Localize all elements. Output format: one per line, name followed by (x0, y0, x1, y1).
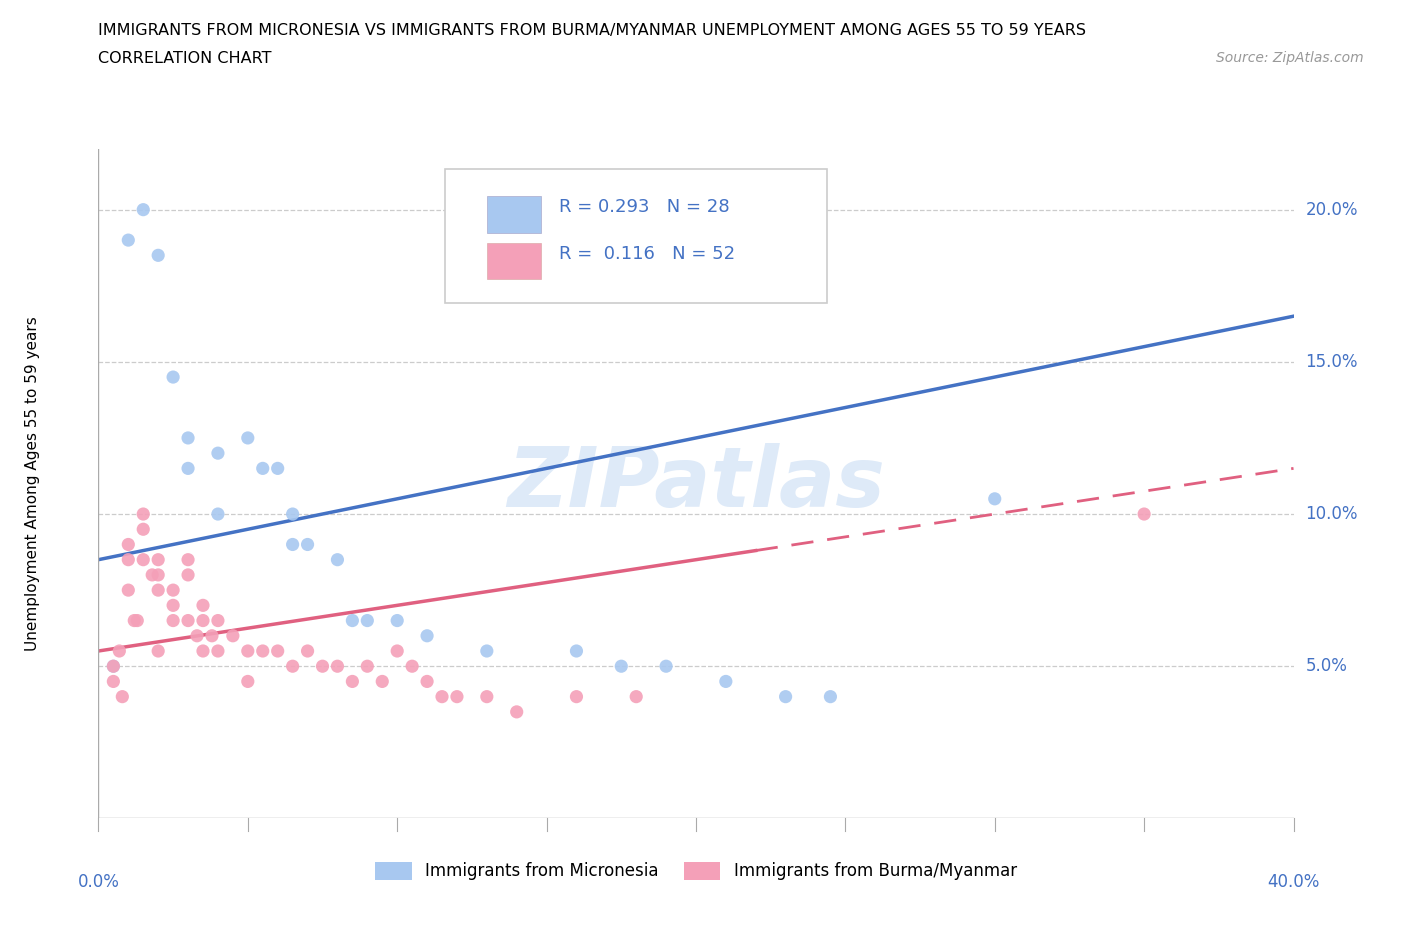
Text: Unemployment Among Ages 55 to 59 years: Unemployment Among Ages 55 to 59 years (25, 316, 41, 651)
Point (610, 658, 633, 673)
Point (775, 689, 797, 704)
Point (201, 629, 224, 644)
Point (714, 674, 737, 689)
FancyBboxPatch shape (444, 169, 827, 303)
Point (191, 644, 214, 658)
Legend: Immigrants from Micronesia, Immigrants from Burma/Myanmar: Immigrants from Micronesia, Immigrants f… (368, 855, 1024, 887)
Point (103, 658, 125, 673)
Point (177, 461, 200, 476)
Text: 15.0%: 15.0% (1305, 352, 1358, 371)
Point (475, 689, 498, 704)
Point (148, 567, 170, 582)
Point (162, 613, 184, 628)
Point (281, 658, 304, 673)
Point (162, 598, 184, 613)
Point (207, 613, 229, 628)
Point (186, 629, 208, 644)
Point (111, 689, 134, 704)
Point (385, 644, 409, 658)
Point (624, 689, 647, 704)
Point (475, 644, 498, 658)
Text: 20.0%: 20.0% (1305, 201, 1358, 219)
Point (297, 644, 319, 658)
Point (446, 689, 468, 704)
Point (191, 613, 214, 628)
Point (506, 704, 529, 719)
Point (267, 644, 290, 658)
Point (162, 583, 184, 598)
Point (655, 658, 678, 673)
Point (342, 674, 364, 689)
Point (326, 552, 349, 567)
Point (148, 644, 170, 658)
Point (267, 461, 290, 476)
Point (236, 644, 259, 658)
Point (207, 644, 229, 658)
Point (132, 202, 155, 217)
Point (103, 674, 125, 689)
Point (416, 674, 439, 689)
Point (117, 232, 139, 247)
Point (297, 537, 319, 551)
Point (127, 613, 149, 628)
FancyBboxPatch shape (486, 196, 540, 232)
Point (148, 583, 170, 598)
Point (565, 689, 588, 704)
Point (430, 689, 453, 704)
Text: R = 0.293   N = 28: R = 0.293 N = 28 (558, 198, 730, 216)
Point (103, 658, 125, 673)
Point (385, 613, 409, 628)
Point (416, 629, 439, 644)
Text: R =  0.116   N = 52: R = 0.116 N = 52 (558, 245, 735, 263)
Point (236, 431, 259, 445)
Point (177, 567, 200, 582)
Text: 40.0%: 40.0% (1267, 873, 1320, 891)
Point (191, 598, 214, 613)
Point (132, 507, 155, 522)
Point (281, 507, 304, 522)
Text: Source: ZipAtlas.com: Source: ZipAtlas.com (1216, 51, 1364, 65)
Point (177, 613, 200, 628)
Text: IMMIGRANTS FROM MICRONESIA VS IMMIGRANTS FROM BURMA/MYANMAR UNEMPLOYMENT AMONG A: IMMIGRANTS FROM MICRONESIA VS IMMIGRANTS… (98, 23, 1087, 38)
Point (252, 461, 274, 476)
Point (207, 507, 229, 522)
Point (401, 658, 423, 673)
Point (177, 552, 200, 567)
Point (132, 552, 155, 567)
Point (356, 613, 378, 628)
Point (141, 567, 163, 582)
FancyBboxPatch shape (486, 244, 540, 279)
Point (565, 644, 588, 658)
Point (132, 522, 155, 537)
Point (177, 431, 200, 445)
Point (148, 552, 170, 567)
Point (820, 689, 842, 704)
Text: 0.0%: 0.0% (77, 873, 120, 891)
Point (117, 552, 139, 567)
Text: 10.0%: 10.0% (1305, 505, 1358, 523)
Point (326, 658, 349, 673)
Point (1133, 507, 1156, 522)
Text: CORRELATION CHART: CORRELATION CHART (98, 51, 271, 66)
Point (117, 537, 139, 551)
Point (342, 613, 364, 628)
Point (222, 629, 245, 644)
Point (252, 644, 274, 658)
Point (117, 583, 139, 598)
Point (162, 369, 184, 384)
Point (983, 491, 1005, 506)
Point (356, 658, 378, 673)
Text: 5.0%: 5.0% (1305, 658, 1347, 675)
Point (148, 248, 170, 263)
Point (281, 537, 304, 551)
Point (311, 658, 333, 673)
Point (236, 674, 259, 689)
Point (108, 644, 131, 658)
Text: ZIPatlas: ZIPatlas (508, 443, 884, 525)
Point (207, 445, 229, 460)
Point (124, 613, 146, 628)
Point (371, 674, 394, 689)
